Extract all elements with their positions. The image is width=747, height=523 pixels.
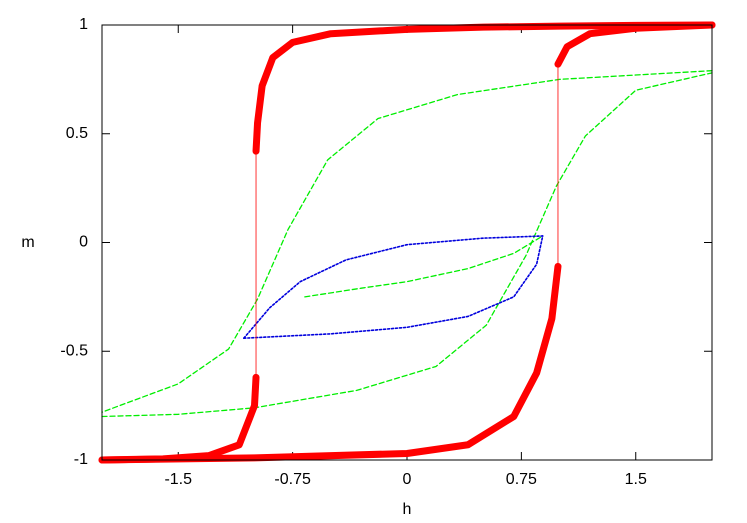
y-axis-label: m [21,234,34,251]
series-line [554,21,716,68]
y-tick-label: 0 [79,234,88,251]
series-line [101,72,713,418]
y-tick-label: 0.5 [66,125,88,142]
series-line [101,70,713,413]
y-tick-label: -0.5 [60,342,88,359]
x-tick-label: -1.5 [164,471,192,488]
x-tick-label: 0 [403,471,412,488]
x-tick-label: 0.75 [506,471,537,488]
x-axis-label: h [403,501,412,518]
series-line [98,373,260,464]
x-tick-label: 1.5 [625,471,647,488]
y-tick-label: 1 [79,16,88,33]
series-line [243,235,544,340]
series-line [304,235,544,298]
series-line [243,235,544,340]
series-line [98,262,562,464]
x-tick-label: -0.75 [274,471,311,488]
series-line [252,21,716,155]
plot-frame [101,24,713,461]
y-tick-label: -1 [74,451,88,468]
